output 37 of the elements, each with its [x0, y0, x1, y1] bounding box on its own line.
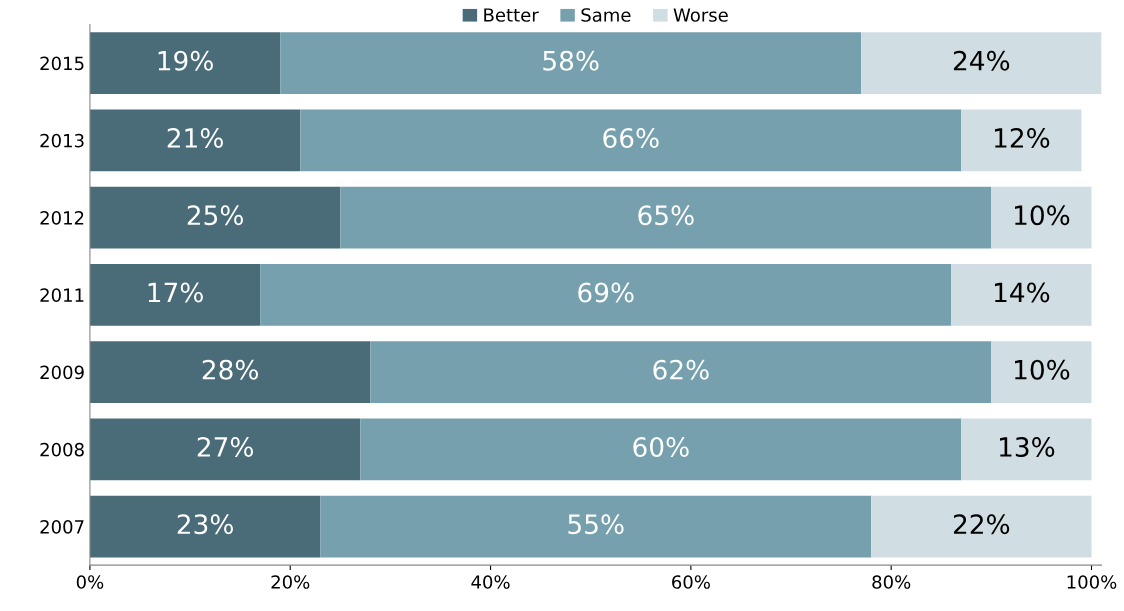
- x-tick-label: 100%: [1067, 575, 1117, 589]
- data-label: 23%: [177, 514, 233, 535]
- data-label: 13%: [999, 437, 1055, 457]
- y-tick-label: 2015: [40, 56, 84, 71]
- data-label: 12%: [994, 128, 1050, 148]
- data-label: 19%: [158, 50, 213, 71]
- data-label: 27%: [197, 437, 253, 457]
- data-label: 21%: [167, 128, 223, 148]
- data-label: 28%: [202, 359, 259, 380]
- y-tick-label: 2012: [40, 211, 84, 225]
- legend-label: Worse: [673, 8, 728, 22]
- x-tick-label: 0%: [76, 575, 104, 589]
- data-label: 69%: [578, 282, 634, 303]
- y-tick-label: 2008: [40, 442, 84, 457]
- legend-label: Same: [581, 8, 631, 22]
- y-tick-label: 2013: [40, 133, 84, 148]
- data-label: 25%: [187, 205, 243, 226]
- data-label: 17%: [148, 282, 203, 303]
- data-label: 14%: [994, 282, 1050, 303]
- data-label: 24%: [953, 50, 1010, 71]
- y-tick-label: 2007: [40, 520, 84, 534]
- x-tick-label: 40%: [471, 575, 510, 589]
- data-label: 22%: [953, 514, 1010, 535]
- data-label: 65%: [638, 205, 694, 226]
- data-label: 66%: [603, 128, 659, 148]
- data-label: 10%: [1015, 205, 1070, 226]
- y-tick-label: 2009: [40, 365, 84, 380]
- x-tick-label: 20%: [271, 575, 310, 589]
- data-label: 10%: [1015, 359, 1070, 380]
- data-label: 55%: [568, 514, 624, 535]
- data-label: 58%: [543, 50, 599, 71]
- x-tick-label: 60%: [672, 575, 710, 589]
- y-tick-label: 2011: [40, 288, 84, 302]
- x-tick-label: 80%: [872, 575, 911, 589]
- legend-label: Better: [484, 8, 539, 22]
- data-label: 62%: [653, 359, 709, 380]
- data-label: 60%: [633, 437, 689, 457]
